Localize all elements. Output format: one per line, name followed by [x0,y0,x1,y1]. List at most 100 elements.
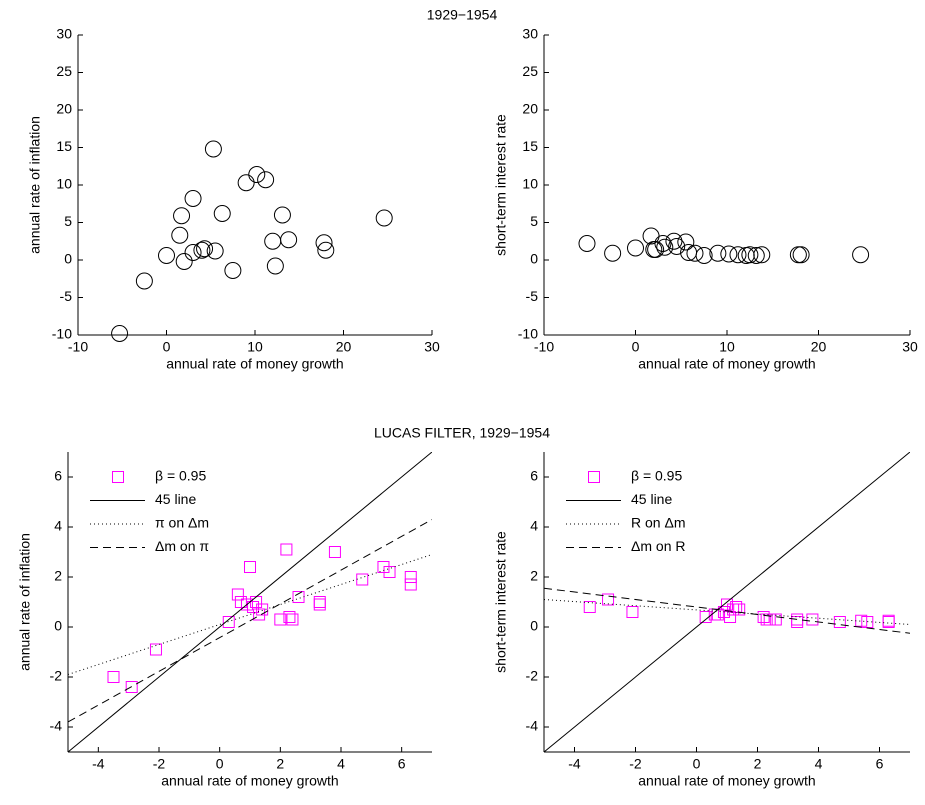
point [173,207,191,225]
point [273,206,291,224]
point [604,244,622,262]
point [149,643,162,656]
point [852,246,870,264]
point [627,239,644,257]
legend-label: Δm on R [631,538,685,554]
point [256,603,269,616]
x-tick-label: -4 [568,756,581,772]
point [806,613,819,626]
x-axis-label: annual rate of money growth [638,356,815,372]
x-axis-label: annual rate of money growth [161,773,338,789]
y-tick-label: 25 [522,63,538,79]
point [404,571,417,583]
point [237,174,255,192]
point [184,244,202,261]
point [280,231,298,249]
point [602,593,615,606]
y-tick-label: 4 [54,518,62,534]
point [791,613,804,626]
point [404,578,417,591]
point [769,613,782,626]
y-axis-label: short-term interest rate [493,114,509,256]
point [317,241,335,259]
y-tick-label: 10 [522,176,538,192]
x-tick-label: 30 [902,339,918,355]
point [244,561,256,573]
x-tick-label: 0 [693,756,701,772]
x-tick-label: 10 [719,339,735,355]
y-tick-label: 5 [64,213,72,229]
point [184,190,202,207]
axes: -4 -2 0 2 4 6 -4 -2 0 2 4 6 annual rate of money gro… [17,452,432,789]
point [206,242,224,260]
point [158,247,175,264]
legend-marker [112,471,124,483]
point [654,235,672,252]
point [224,262,242,279]
point [733,603,746,616]
legend-label: β = 0.95 [155,468,206,484]
y-tick-label: 0 [54,618,62,634]
y-tick-label: 25 [56,63,72,79]
y-tick-label: 4 [530,518,538,534]
point [686,244,704,262]
legend-label: π on Δm [155,515,209,531]
y-tick-label: 2 [54,568,62,584]
point [266,257,284,275]
point [315,234,333,252]
axes: -4 -2 0 2 4 6 -4 -2 0 2 4 6 annual rate of money gro… [493,452,910,789]
y-tick-label: 20 [522,101,538,117]
point [292,591,305,603]
y-tick-label: -4 [526,718,539,734]
point [135,272,153,290]
y-tick-label: 0 [530,251,538,267]
point [313,596,326,608]
axes: -10 0 10 20 30 -10 -5 0 5 10 15 20 25 30 annual rate o… [493,26,918,372]
y-tick-label: 6 [54,468,62,484]
figure-title: LUCAS FILTER, 1929−1954 [374,425,550,441]
point [720,245,738,263]
point [313,598,326,611]
x-tick-label: 20 [336,339,352,355]
y-tick-label: 15 [56,138,72,154]
point [677,233,695,251]
y-tick-label: 6 [530,468,538,484]
x-tick-label: 10 [247,339,263,355]
point [711,608,724,621]
x-tick-label: -10 [534,339,554,355]
point [668,238,686,255]
point [171,226,189,244]
y-tick-label: 0 [64,251,72,267]
point [383,566,396,578]
point [328,546,341,558]
legend-label: R on Δm [631,515,685,531]
line [544,587,910,634]
point [583,601,596,613]
legend-label: β = 0.95 [631,468,682,484]
y-tick-label: -10 [52,326,72,342]
point [231,588,244,601]
x-axis-label: annual rate of money growth [166,356,343,372]
point [274,613,287,626]
point [204,140,222,158]
x-tick-label: 6 [876,756,884,772]
point [647,241,665,258]
point [665,232,683,250]
y-axis-label: annual rate of inflation [27,116,43,254]
point [286,613,299,626]
y-tick-label: -5 [60,288,73,304]
y-tick-label: 2 [530,568,538,584]
point [175,253,193,270]
point [196,240,214,258]
point [727,603,740,616]
point [791,616,804,628]
y-axis-label: short-term interest rate [493,531,509,673]
point [753,246,771,264]
point [747,247,765,264]
line [68,519,432,723]
legend-label: 45 line [155,491,196,507]
point [257,171,275,189]
legend-marker [588,471,600,483]
point [280,543,293,556]
